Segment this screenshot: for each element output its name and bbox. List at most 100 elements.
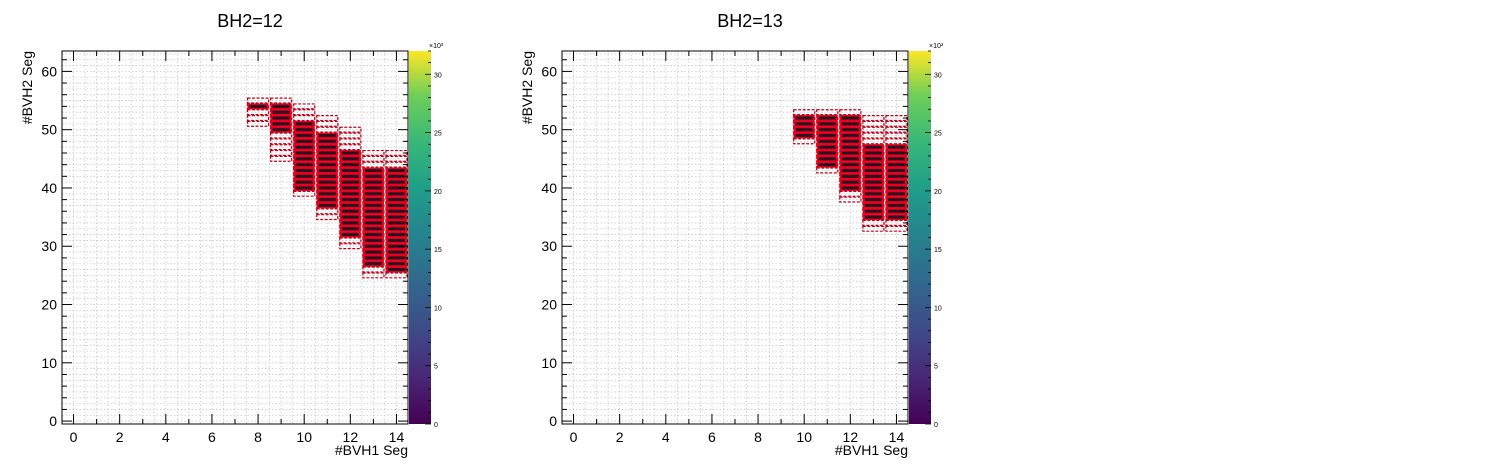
y-axis: 0 10 20 30 40 50 60 bbox=[41, 59, 408, 429]
heatmap-bin-outline bbox=[246, 109, 270, 116]
heatmap-bin-outline bbox=[862, 219, 885, 226]
y-tick-label: 20 bbox=[541, 297, 557, 313]
heatmap-bin-core bbox=[818, 157, 836, 161]
heatmap-bin-core bbox=[387, 250, 405, 254]
x-tick-label: 8 bbox=[254, 429, 262, 445]
color-bar-multiplier: ×10³ bbox=[929, 43, 944, 50]
heatmap-bin-outline bbox=[862, 126, 885, 133]
heatmap-bin-core bbox=[318, 198, 336, 202]
x-tick-label: 2 bbox=[616, 429, 624, 445]
y-axis-label: #BVH2 Seg bbox=[519, 51, 535, 124]
heatmap-bin-core bbox=[318, 168, 336, 172]
y-tick-label: 40 bbox=[541, 180, 557, 196]
y-axis: 0 10 20 30 40 50 60 bbox=[541, 59, 908, 429]
y-tick-label: 50 bbox=[41, 122, 57, 138]
heatmap-bin-core bbox=[341, 174, 359, 178]
x-tick-label: 14 bbox=[889, 429, 905, 445]
heatmap-bin-outline bbox=[339, 237, 362, 244]
heatmap-bin-core bbox=[295, 151, 313, 155]
heatmap-bin-core bbox=[295, 139, 313, 143]
x-tick-label: 6 bbox=[708, 429, 716, 445]
color-bar-multiplier: ×10³ bbox=[429, 43, 444, 50]
heatmap-bin-core bbox=[387, 221, 405, 225]
heatmap-bin-core bbox=[887, 192, 905, 196]
heatmap-bin-outline bbox=[293, 109, 316, 116]
heatmap-bin-core bbox=[387, 198, 405, 202]
heatmap-bin-core bbox=[318, 163, 336, 167]
heatmap-bin-core bbox=[295, 180, 313, 184]
heatmap-bin-core bbox=[387, 262, 405, 266]
heatmap-bin-core bbox=[364, 180, 382, 184]
heatmap-bin-core bbox=[887, 151, 905, 155]
x-tick-label: 8 bbox=[754, 429, 762, 445]
x-tick-label: 6 bbox=[208, 429, 216, 445]
heatmap-bin-core bbox=[364, 215, 382, 219]
heatmap-bin-core bbox=[295, 163, 313, 167]
heatmap-bin-outline bbox=[885, 132, 908, 139]
heatmap-bin-outline bbox=[316, 115, 339, 122]
heatmap-bin-core bbox=[795, 116, 813, 120]
heatmap-bin-outline bbox=[246, 115, 270, 122]
heatmap-bin-outline bbox=[816, 167, 839, 174]
heatmap-bin-outline bbox=[339, 126, 362, 133]
heatmap-bin-core bbox=[818, 145, 836, 149]
color-bar-tick-label: 25 bbox=[934, 131, 942, 138]
heatmap-bin-outline bbox=[362, 155, 385, 162]
heatmap-bin-core bbox=[295, 157, 313, 161]
heatmap-bin-core bbox=[295, 128, 313, 132]
y-tick-label: 30 bbox=[41, 238, 57, 254]
color-bar-tick-label: 5 bbox=[934, 364, 938, 371]
heatmap-bin-outline bbox=[885, 225, 908, 232]
heatmap-bins bbox=[793, 109, 908, 232]
heatmap-bin-core bbox=[841, 186, 859, 190]
heatmap-bin-core bbox=[364, 168, 382, 172]
heatmap-bin-core bbox=[818, 151, 836, 155]
y-tick-label: 10 bbox=[41, 355, 57, 371]
heatmap-bin-core bbox=[341, 157, 359, 161]
heatmap-bin-core bbox=[387, 244, 405, 248]
heatmap-bin-core bbox=[387, 227, 405, 231]
heatmap-bin-core bbox=[364, 221, 382, 225]
heatmap-bin-core bbox=[864, 192, 882, 196]
heatmap-bin-core bbox=[295, 122, 313, 126]
heatmap-bin-core bbox=[795, 128, 813, 132]
heatmap-bin-outline bbox=[362, 272, 385, 279]
heatmap-bin-outline bbox=[293, 115, 316, 122]
heatmap-bin-core bbox=[818, 139, 836, 143]
heatmap-bin-core bbox=[364, 233, 382, 237]
heatmap-bin-outline bbox=[839, 109, 862, 116]
heatmap-bin-core bbox=[318, 133, 336, 138]
heatmap-bin-core bbox=[364, 209, 382, 213]
heatmap-bin-outline bbox=[270, 155, 293, 162]
heatmap-bin-core bbox=[318, 192, 336, 196]
heatmap-bin-outline bbox=[862, 115, 885, 122]
heatmap-bin-core bbox=[318, 157, 336, 161]
heatmap-bin-core bbox=[387, 268, 405, 272]
x-axis: 0 2 4 6 8 10 12 14 bbox=[70, 51, 404, 445]
heatmap-bin-core bbox=[864, 145, 882, 149]
heatmap-bin-core bbox=[887, 168, 905, 172]
heatmap-bin-outline bbox=[862, 225, 885, 232]
heatmap-bin-core bbox=[841, 151, 859, 155]
x-tick-label: 4 bbox=[162, 429, 170, 445]
heatmap-bin-core bbox=[818, 128, 836, 132]
color-bar-tick-label: 25 bbox=[434, 131, 442, 138]
y-tick-label: 30 bbox=[541, 238, 557, 254]
heatmap-bin-core bbox=[864, 168, 882, 172]
heatmap-bin-core bbox=[364, 227, 382, 231]
heatmap-bin-outline bbox=[293, 103, 316, 110]
y-tick-label: 0 bbox=[49, 413, 57, 429]
heatmap-bin-core bbox=[341, 227, 359, 231]
heatmap-bin-outline bbox=[839, 190, 862, 197]
heatmap-bin-core bbox=[341, 209, 359, 213]
heatmap-bin-core bbox=[887, 174, 905, 178]
x-tick-label: 12 bbox=[843, 429, 859, 445]
heatmap-bin-core bbox=[272, 122, 290, 126]
heatmap-bin-core bbox=[841, 128, 859, 132]
heatmap-bin-core bbox=[318, 203, 336, 207]
heatmap-bin-core bbox=[272, 116, 290, 120]
heatmap-bin-core bbox=[887, 198, 905, 202]
heatmap-bin-outline bbox=[316, 126, 339, 133]
heatmap-bin-core bbox=[818, 133, 836, 138]
